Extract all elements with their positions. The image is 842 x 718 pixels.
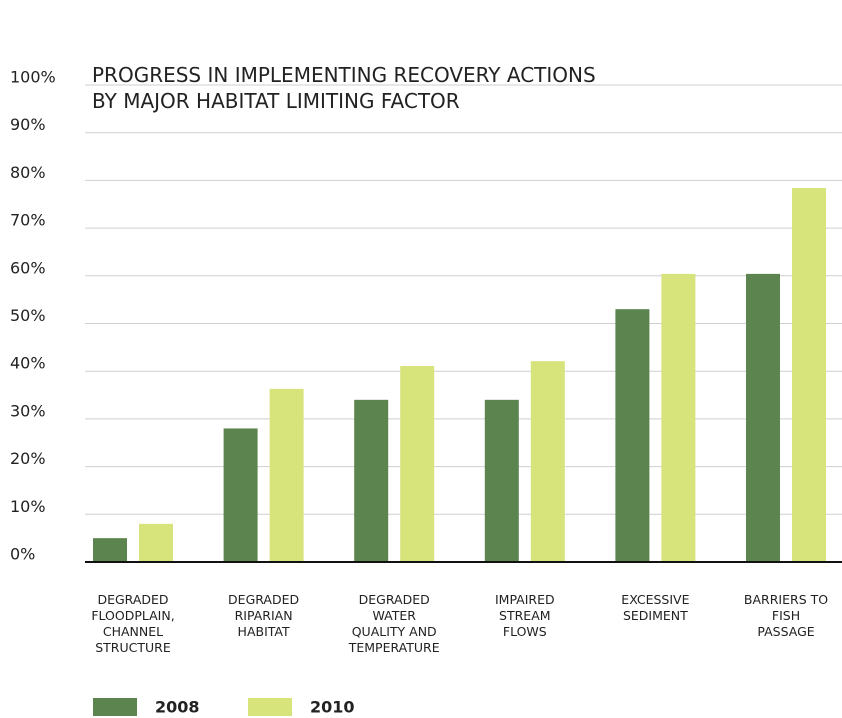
bar	[269, 388, 304, 562]
bar	[400, 365, 435, 562]
bar	[139, 523, 173, 562]
bar	[661, 273, 696, 562]
legend-swatch	[93, 698, 137, 716]
y-tick-label: 90%	[10, 115, 46, 134]
x-tick-label: DEGRADED RIPARIAN HABITAT	[228, 592, 300, 639]
y-tick-label: 60%	[10, 258, 46, 277]
y-tick-label: 0%	[10, 545, 35, 564]
bar	[746, 273, 780, 562]
y-tick-label: 20%	[10, 449, 46, 468]
y-tick-label: 100%	[10, 68, 56, 87]
legend-swatch	[248, 698, 292, 716]
x-tick-label: DEGRADED FLOODPLAIN, CHANNEL STRUCTURE	[91, 592, 175, 655]
x-tick-label: DEGRADED WATER QUALITY AND TEMPERATURE	[348, 592, 440, 655]
y-tick-label: 70%	[10, 211, 46, 230]
legend-label: 2010	[310, 698, 355, 717]
bar	[615, 309, 650, 562]
bar	[354, 399, 389, 562]
bar	[93, 538, 127, 562]
y-tick-label: 30%	[10, 401, 46, 420]
y-tick-label: 50%	[10, 306, 46, 325]
bar	[530, 361, 565, 562]
x-tick-label: IMPAIRED STREAM FLOWS	[494, 592, 555, 639]
x-tick-label: EXCESSIVE SEDIMENT	[621, 592, 690, 623]
y-tick-label: 10%	[10, 497, 46, 516]
x-tick-label: BARRIERS TO FISH PASSAGE	[743, 592, 829, 639]
bar	[223, 428, 258, 562]
chart-title: PROGRESS IN IMPLEMENTING RECOVERY ACTION…	[92, 63, 596, 113]
bar	[484, 399, 519, 562]
legend-label: 2008	[155, 698, 200, 717]
y-tick-label: 80%	[10, 163, 46, 182]
bar	[792, 188, 826, 563]
y-tick-label: 40%	[10, 354, 46, 373]
